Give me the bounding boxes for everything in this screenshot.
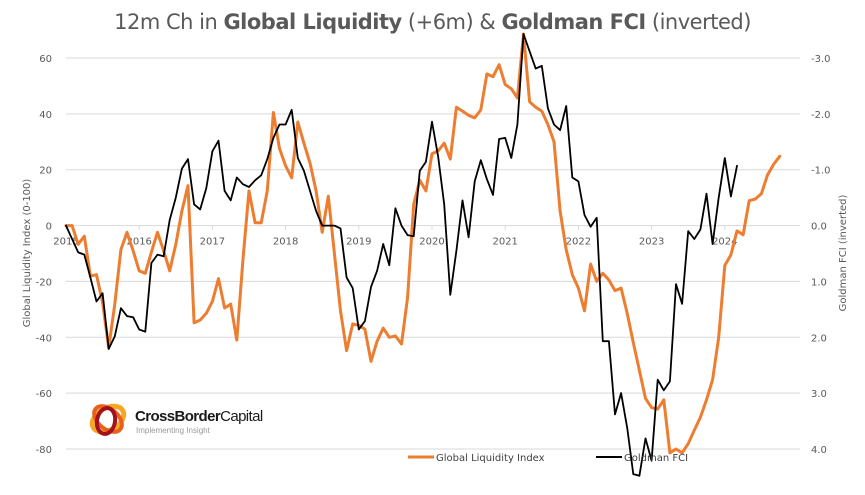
title-text: (+6m) &: [401, 10, 502, 34]
legend-label-gli: Global Liquidity Index: [436, 453, 545, 464]
y-axis-right-label: Goldman FCI (inverted): [838, 195, 849, 312]
x-tick-label: 2024: [712, 237, 737, 248]
y-tick-label: -60: [36, 389, 52, 400]
y-tick-label: 20: [39, 166, 52, 177]
y2-tick-label: 3.0: [811, 389, 827, 400]
title-text: (inverted): [645, 10, 752, 34]
x-tick-label: 2020: [419, 237, 444, 248]
y-tick-label: -20: [36, 277, 52, 288]
series-lines: [64, 32, 782, 477]
logo-name-bold: CrossBorder: [135, 408, 221, 425]
y-tick-label: 40: [39, 110, 52, 121]
logo-swirl-icon: [89, 403, 127, 436]
y2-tick-label: 4.0: [811, 445, 827, 456]
x-tick-label: 2023: [639, 237, 664, 248]
x-tick-label: 2016: [126, 237, 151, 248]
y-axis-left: 60 40 20 0 -20 -40 -60 -80: [36, 54, 52, 456]
series-line-global-liquidity: [64, 32, 782, 455]
x-tick-label: 2017: [200, 237, 225, 248]
x-tick-label: 2018: [273, 237, 298, 248]
x-tick-label: 2015: [53, 237, 78, 248]
x-tick-label: 2019: [346, 237, 371, 248]
y-tick-label: 60: [39, 54, 52, 65]
y2-tick-label: -2.0: [811, 110, 831, 121]
series-line-goldman-fci: [65, 33, 738, 477]
legend: Global Liquidity Index Goldman FCI: [408, 453, 688, 464]
legend-label-fci: Goldman FCI: [624, 453, 688, 464]
y-tick-label: 0: [46, 222, 52, 233]
y-axis-left-label: Global Liquidity Index (0-100): [22, 179, 33, 328]
title-bold-gli: Global Liquidity: [223, 10, 402, 34]
gridlines: [66, 57, 800, 450]
logo-tagline: Implementing Insight: [136, 426, 210, 435]
y-axis-right: -3.0 -2.0 -1.0 0.0 1.0 2.0 3.0 4.0: [811, 54, 831, 456]
logo-name: CrossBorderCapital: [135, 408, 263, 425]
y2-tick-label: -3.0: [811, 54, 831, 65]
x-tick-label: 2021: [492, 237, 517, 248]
y-tick-label: -40: [36, 333, 52, 344]
title-text: 12m Ch in: [114, 10, 224, 34]
chart-title: 12m Ch in Global Liquidity (+6m) & Goldm…: [0, 10, 865, 34]
y2-tick-label: 0.0: [811, 222, 827, 233]
title-bold-fci: Goldman FCI: [501, 10, 646, 34]
x-axis: 2015 2016 2017 2018 2019 2020 2021 2022 2023 2024: [53, 225, 738, 248]
y-tick-label: -80: [36, 445, 52, 456]
y2-tick-label: 2.0: [811, 333, 827, 344]
y2-tick-label: -1.0: [811, 166, 831, 177]
y2-tick-label: 1.0: [811, 277, 827, 288]
logo-name-light: Capital: [220, 408, 263, 425]
crossborder-logo: CrossBorderCapital Implementing Insight: [86, 395, 286, 443]
x-tick-label: 2022: [566, 237, 591, 248]
